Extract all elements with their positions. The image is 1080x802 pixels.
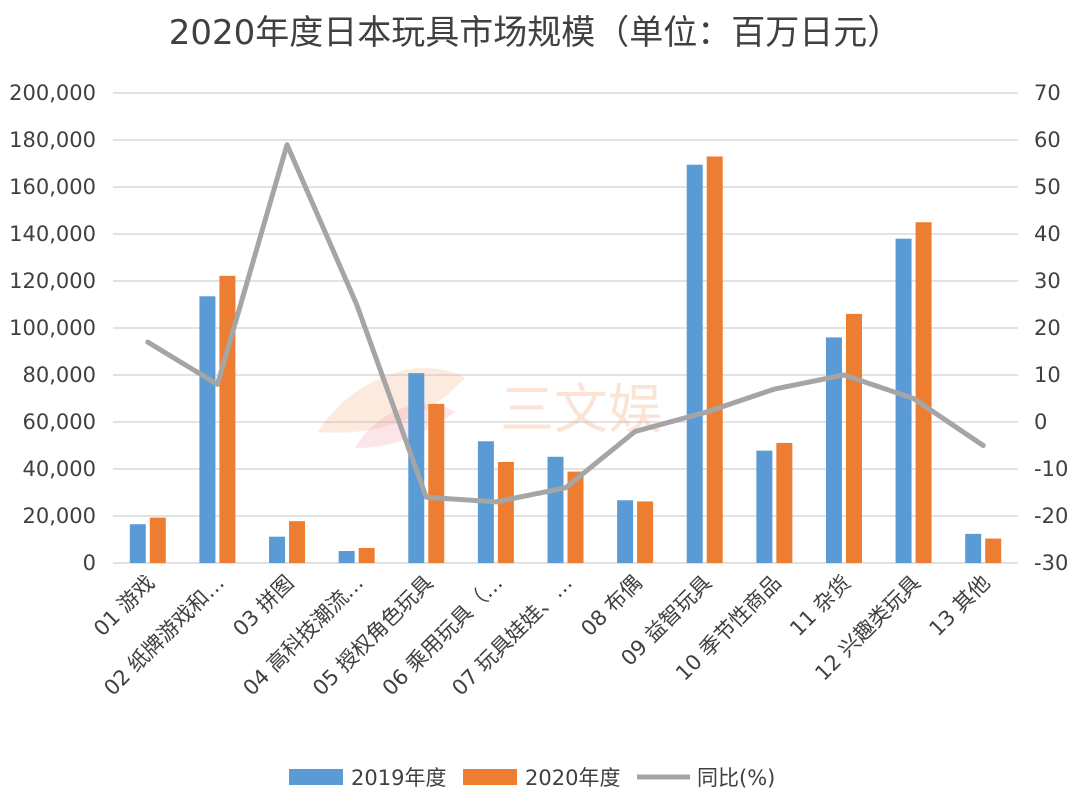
yoy-point <box>286 144 288 146</box>
yoy-point <box>216 383 218 385</box>
yoy-point <box>982 445 984 446</box>
bar-2020 <box>706 156 723 563</box>
gridlines <box>113 92 1018 564</box>
y-left-tick-label: 180,000 <box>9 128 96 152</box>
y-right-tick-label: 40 <box>1034 222 1061 246</box>
y-right-tick-label: -10 <box>1034 457 1068 481</box>
yoy-point <box>356 304 358 305</box>
bars <box>129 156 1002 564</box>
chart-title: 2020年度日本玩具市场规模（单位：百万日元） <box>169 13 902 53</box>
y-left-tick-label: 0 <box>83 551 96 575</box>
y-left-tick-label: 140,000 <box>9 222 96 246</box>
bar-2020 <box>985 538 1002 563</box>
y-left-tick-label: 160,000 <box>9 175 96 199</box>
bar-2020 <box>358 547 375 563</box>
x-tick-label: 13 其他 <box>924 571 994 641</box>
bar-2020 <box>149 517 166 563</box>
y-right-tick-label: 30 <box>1034 269 1061 293</box>
y-left-tick-label: 40,000 <box>23 457 96 481</box>
yoy-line <box>145 142 986 505</box>
bar-2020 <box>845 313 862 563</box>
y-right-tick-label: -20 <box>1034 504 1068 528</box>
bar-2020 <box>289 521 306 563</box>
bar-2020 <box>497 461 514 563</box>
y-axis-right: -30 -20 -10 0 10 20 30 40 50 60 70 <box>1034 81 1068 575</box>
bar-2019 <box>756 450 773 563</box>
bar-2019 <box>895 238 912 563</box>
bar-2019 <box>547 456 564 563</box>
bar-2019 <box>825 337 842 563</box>
bar-2019 <box>965 533 982 563</box>
x-tick-label: 08 布偶 <box>576 571 646 641</box>
yoy-point <box>843 374 845 376</box>
yoy-point <box>495 501 497 503</box>
yoy-point <box>913 398 915 399</box>
legend-label-2019: 2019年度 <box>351 766 446 790</box>
legend-swatch-2019 <box>289 769 343 785</box>
x-tick-label: 07 玩具娃娃、… <box>447 571 577 701</box>
bar-2020 <box>567 471 584 563</box>
yoy-point <box>565 487 566 489</box>
y-left-tick-label: 100,000 <box>9 316 96 340</box>
yoy-point <box>147 341 149 343</box>
x-tick-label: 03 拼图 <box>228 571 298 641</box>
y-right-tick-label: 0 <box>1034 410 1047 434</box>
bar-2019 <box>129 524 146 563</box>
y-left-tick-label: 60,000 <box>23 410 96 434</box>
yoy-point <box>704 412 706 414</box>
y-right-tick-label: 10 <box>1034 363 1061 387</box>
bar-2020 <box>428 403 445 563</box>
x-tick-label: 06 乘用玩具（… <box>378 571 508 701</box>
x-tick-label: 04 高科技潮流… <box>239 571 369 701</box>
y-right-tick-label: 50 <box>1034 175 1061 199</box>
y-left-tick-label: 120,000 <box>9 269 96 293</box>
bar-2020 <box>776 442 793 563</box>
bar-2020 <box>915 222 932 563</box>
bar-2020 <box>637 501 654 563</box>
yoy-point <box>634 430 636 432</box>
y-left-tick-label: 200,000 <box>9 81 96 105</box>
legend-label-2020: 2020年度 <box>525 766 620 790</box>
y-right-tick-label: 70 <box>1034 81 1061 105</box>
x-tick-label: 05 授权角色玩具 <box>308 571 438 701</box>
bar-2019 <box>686 164 703 564</box>
bar-2019 <box>338 551 355 563</box>
watermark: 三文娱 <box>318 368 662 448</box>
bar-2019 <box>199 296 216 563</box>
legend: 2019年度 2020年度 同比(%) <box>289 766 775 790</box>
y-left-tick-label: 80,000 <box>23 363 96 387</box>
yoy-point <box>773 388 775 390</box>
y-right-tick-label: -30 <box>1034 551 1068 575</box>
bar-2019 <box>617 500 634 563</box>
legend-label-yoy: 同比(%) <box>697 766 775 790</box>
y-right-tick-label: 20 <box>1034 316 1061 340</box>
x-tick-label: 01 游戏 <box>89 571 159 641</box>
legend-swatch-2020 <box>463 769 517 785</box>
bar-2020 <box>219 275 236 563</box>
bar-2019 <box>269 536 286 563</box>
y-left-tick-label: 20,000 <box>23 504 96 528</box>
x-tick-label: 02 纸牌游戏和… <box>99 571 229 701</box>
yoy-point <box>425 496 427 498</box>
y-axis-left: 0 20,000 40,000 60,000 80,000 100,000 120,000 1… <box>9 81 96 575</box>
y-right-tick-label: 60 <box>1034 128 1061 152</box>
x-tick-label: 11 杂货 <box>785 571 855 641</box>
